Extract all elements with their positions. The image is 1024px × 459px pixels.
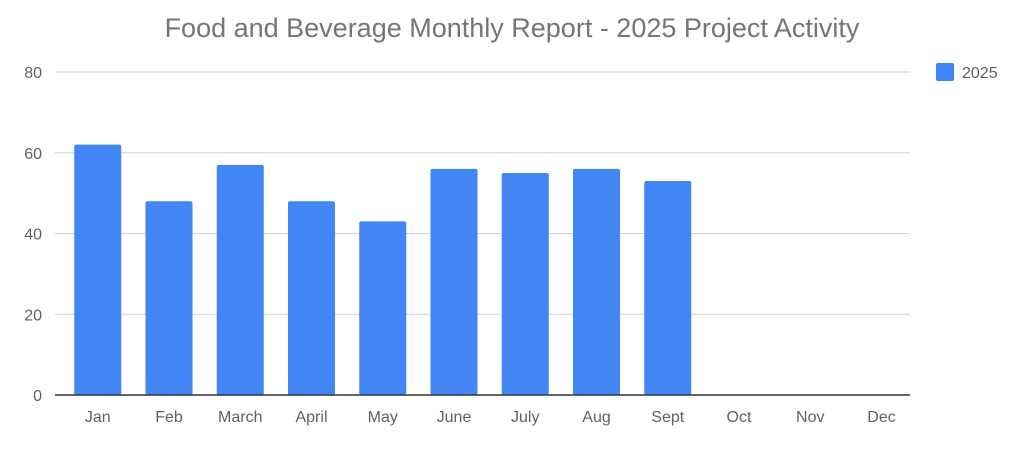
bar-aug bbox=[572, 168, 621, 395]
x-tick-label: April bbox=[295, 409, 327, 426]
y-axis-ticks: 0 20 40 60 80 bbox=[24, 65, 42, 405]
x-tick-label: Nov bbox=[796, 409, 824, 426]
bar-april bbox=[287, 201, 336, 395]
bar-march bbox=[216, 164, 264, 395]
y-tick-label: 60 bbox=[24, 146, 42, 163]
legend: 2025 bbox=[936, 63, 998, 82]
bar-may bbox=[359, 221, 407, 395]
bar-feb bbox=[145, 201, 193, 395]
y-tick-label: 0 bbox=[33, 388, 42, 405]
gridlines bbox=[55, 71, 910, 315]
bar-sept bbox=[644, 181, 692, 395]
chart-title: Food and Beverage Monthly Report - 2025 … bbox=[165, 13, 860, 43]
x-tick-label: Oct bbox=[727, 409, 752, 426]
bar-june bbox=[430, 168, 478, 395]
x-tick-label: March bbox=[218, 409, 262, 426]
bars bbox=[74, 144, 692, 395]
x-tick-label: Sept bbox=[651, 409, 684, 426]
legend-label: 2025 bbox=[962, 65, 998, 82]
x-tick-label: May bbox=[368, 409, 398, 426]
bar-jan bbox=[74, 144, 122, 395]
legend-swatch bbox=[936, 63, 954, 81]
x-tick-label: June bbox=[437, 409, 472, 426]
x-tick-label: Jan bbox=[85, 409, 111, 426]
y-tick-label: 80 bbox=[24, 65, 42, 82]
x-tick-label: Aug bbox=[582, 409, 610, 426]
x-axis-ticks: Jan Feb March April May June July Aug Sept Oct Nov… bbox=[85, 409, 896, 426]
y-tick-label: 20 bbox=[24, 307, 42, 324]
x-tick-label: Feb bbox=[155, 409, 183, 426]
bar-july bbox=[501, 172, 549, 395]
y-tick-label: 40 bbox=[24, 227, 42, 244]
x-tick-label: July bbox=[511, 409, 539, 426]
x-tick-label: Dec bbox=[867, 409, 895, 426]
